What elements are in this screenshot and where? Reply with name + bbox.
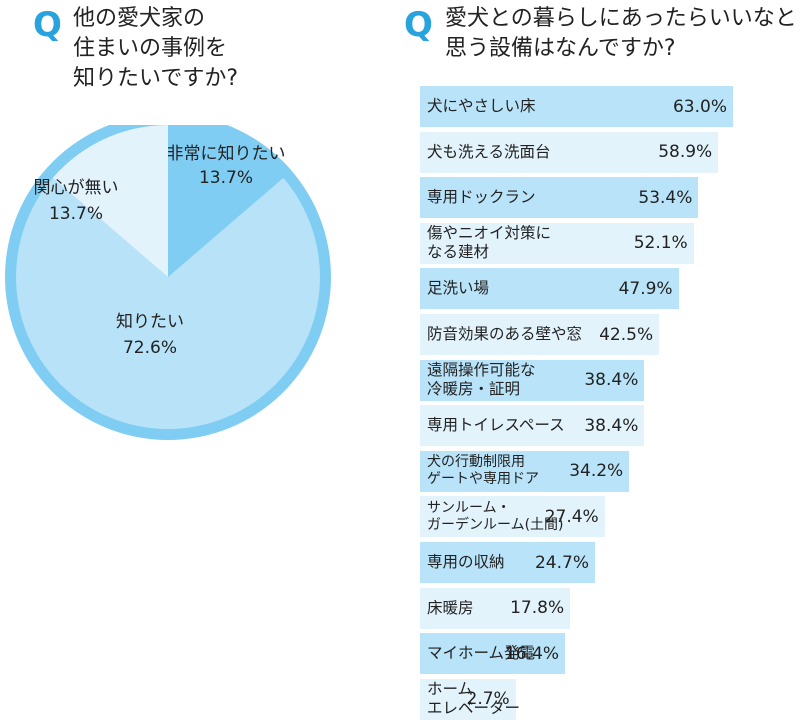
bar-row: 専用トイレスペース 38.4% <box>420 405 645 447</box>
pie-slice-label: 知りたい <box>116 312 184 332</box>
bar-row: 遠隔操作可能な 冷暖房・証明 38.4% <box>420 359 645 401</box>
pie-slice-label: 非常に知りたい <box>167 144 286 164</box>
bar-value-label: 38.4% <box>584 370 639 391</box>
question-mark-right: Q <box>404 5 433 45</box>
bar-value-label: 27.4% <box>544 506 599 527</box>
bar <box>420 496 605 538</box>
bar-label-line: なる建材 <box>427 243 490 262</box>
bar-label: 遠隔操作可能な 冷暖房・証明 <box>427 360 536 401</box>
right-question-line: 愛犬との暮らしにあったらいいなと <box>445 6 797 31</box>
left-question-line: 知りたいですか? <box>73 66 239 91</box>
pie-slice-label: 関心が無い <box>34 178 119 198</box>
bar-value-label: 2.7% <box>466 689 510 710</box>
bar-row: 犬の行動制限用 ゲートや専用ドア 34.2% <box>420 450 630 492</box>
bar-label-line: ホーム <box>427 680 474 699</box>
bar <box>420 450 630 492</box>
bar-chart: 犬にやさしい床 63.0% 犬も洗える洗面台 58.9% 専用ドックラン 53.4% 傷やニ… <box>420 86 806 724</box>
bar <box>420 405 645 447</box>
bar-label-line: マイホーム発電 <box>427 644 536 663</box>
bar-row: 犬も洗える洗面台 58.9% <box>420 131 719 173</box>
bar-value-label: 58.9% <box>658 142 713 163</box>
bar-value-label: 42.5% <box>599 324 654 345</box>
bar-value-label: 38.4% <box>584 415 639 436</box>
bar <box>420 633 566 675</box>
pie-chart: 非常に知りたい 13.7% 知りたい 72.6% 関心が無い 13.7% <box>5 125 331 440</box>
bar-label: 防音効果のある壁や窓 <box>427 314 582 355</box>
bar-value-label: 63.0% <box>672 96 727 117</box>
left-question-line: 他の愛犬家の <box>73 6 206 31</box>
pie-slice <box>52 125 168 277</box>
bar-label: 床暖房 <box>427 588 474 629</box>
bar-label-line: 専用ドックラン <box>427 188 536 207</box>
bar-label: 犬の行動制限用 ゲートや専用ドア <box>427 451 539 492</box>
bar-row: ホーム エレベーター 2.7% <box>420 678 520 720</box>
bar-row: 床暖房 17.8% <box>420 587 571 629</box>
bar-row: 専用の収納 24.7% <box>420 542 595 583</box>
bar-label: 専用の収納 <box>427 542 505 583</box>
bar <box>420 86 733 127</box>
bar-label-line: 防音効果のある壁や窓 <box>427 325 583 343</box>
bar-label: 犬も洗える洗面台 <box>427 132 551 173</box>
bar <box>420 314 660 355</box>
bar-value-label: 53.4% <box>638 187 693 208</box>
bar <box>420 222 694 264</box>
bar-value-label: 16.4% <box>505 643 560 664</box>
bar <box>420 678 516 720</box>
pie-slice-value: 72.6% <box>123 338 177 358</box>
bar-value-label: 34.2% <box>569 461 624 482</box>
bar-label: マイホーム発電 <box>427 633 535 674</box>
bar-value-label: 24.7% <box>534 552 589 573</box>
pie-slice <box>15 177 321 430</box>
bar-label: ホーム エレベーター <box>427 679 520 720</box>
bar <box>420 177 699 219</box>
bar <box>420 131 719 173</box>
bar-label-line: 冷暖房・証明 <box>427 380 521 399</box>
right-question-title: 愛犬との暮らしにあったらいいなと 思う設備はなんですか? <box>445 4 797 64</box>
bar-label-line: ゲートや専用ドア <box>427 471 539 488</box>
bar-row: 足洗い場 47.9% <box>420 268 679 310</box>
bar <box>420 542 595 583</box>
bar-label-line: 足洗い場 <box>427 279 490 298</box>
pie-slice-value: 13.7% <box>199 168 253 188</box>
bar-label: 犬にやさしい床 <box>427 86 536 127</box>
bar-label: 専用ドックラン <box>427 177 536 218</box>
pie-slice <box>168 125 292 277</box>
bar-label-line: ガーデンルーム(土間) <box>427 516 564 533</box>
bar-label: 傷やニオイ対策に なる建材 <box>427 223 551 264</box>
bar-row: 傷やニオイ対策に なる建材 52.1% <box>420 222 694 264</box>
bar-value-label: 47.9% <box>618 278 673 299</box>
bar-label-line: サンルーム・ <box>427 499 511 516</box>
bar <box>420 587 571 629</box>
bar-label-line: エレベーター <box>427 699 521 718</box>
bar-label-line: 専用の収納 <box>427 553 505 571</box>
bar <box>420 359 645 401</box>
question-mark-left: Q <box>33 5 62 45</box>
bar-row: サンルーム・ ガーデンルーム(土間) 27.4% <box>420 496 605 538</box>
bar-label: サンルーム・ ガーデンルーム(土間) <box>427 496 564 537</box>
bar-row: 犬にやさしい床 63.0% <box>420 86 733 127</box>
pie-slice-value: 13.7% <box>49 204 103 224</box>
left-question-title: 他の愛犬家の 住まいの事例を 知りたいですか? <box>73 4 238 94</box>
bar-value-label: 17.8% <box>510 598 565 619</box>
left-question-line: 住まいの事例を <box>73 36 228 61</box>
bar-label-line: 傷やニオイ対策に <box>427 224 552 243</box>
bar-label-line: 犬の行動制限用 <box>427 454 525 471</box>
bar-label-line: 犬にやさしい床 <box>427 97 536 115</box>
bar-value-label: 52.1% <box>633 233 688 254</box>
right-question-line: 思う設備はなんですか? <box>445 36 676 61</box>
bar-label-line: 床暖房 <box>427 598 474 617</box>
bar-label-line: 専用トイレスペース <box>427 416 565 435</box>
bar-row: 専用ドックラン 53.4% <box>420 177 699 219</box>
bar-row: 防音効果のある壁や窓 42.5% <box>420 314 660 355</box>
bar-label: 足洗い場 <box>427 268 489 309</box>
bar-label: 専用トイレスペース <box>427 405 565 446</box>
bar-label-line: 遠隔操作可能な <box>427 361 536 380</box>
bar-label-line: 犬も洗える洗面台 <box>427 142 551 161</box>
bar-row: マイホーム発電 16.4% <box>420 633 566 675</box>
bar <box>420 268 679 310</box>
